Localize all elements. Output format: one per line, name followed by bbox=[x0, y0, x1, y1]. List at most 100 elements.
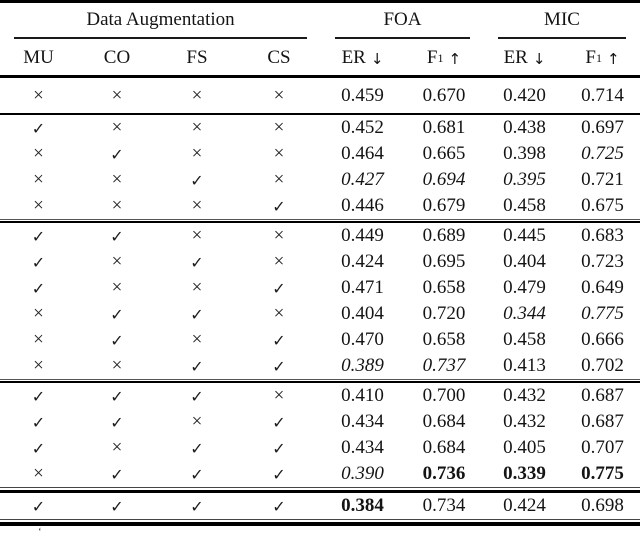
check-mark: ✓ bbox=[31, 386, 46, 406]
check-mark: ✓ bbox=[272, 196, 286, 216]
metric-value: 0.687 bbox=[581, 411, 624, 432]
cmidrule-row bbox=[0, 37, 640, 40]
table-row: × ✓ ✓ ✓ 0.390 0.736 0.339 0.775 bbox=[0, 461, 640, 487]
metric-value: 0.679 bbox=[422, 195, 466, 216]
check-mark: ✓ bbox=[31, 278, 46, 298]
check-mark: ✓ bbox=[31, 252, 46, 272]
cross-mark: × bbox=[33, 463, 44, 484]
cross-mark: × bbox=[191, 84, 203, 106]
group-header-data-augmentation: Data Augmentation bbox=[86, 9, 235, 30]
metric-value: 0.395 bbox=[503, 169, 546, 190]
check-mark: ✓ bbox=[272, 412, 286, 432]
metric-value: 0.714 bbox=[581, 84, 624, 106]
metric-value: 0.459 bbox=[341, 84, 384, 106]
metric-value: 0.413 bbox=[503, 355, 546, 376]
row-group-all-augmentations: ✓ ✓ ✓ ✓ 0.384 0.734 0.424 0.698 bbox=[0, 493, 640, 519]
metric-value: 0.658 bbox=[422, 329, 466, 350]
check-mark: ✓ bbox=[110, 412, 124, 432]
check-mark: ✓ bbox=[31, 226, 46, 246]
check-mark: ✓ bbox=[190, 496, 204, 516]
table-row: × × × × 0.459 0.670 0.420 0.714 bbox=[0, 78, 640, 113]
metric-value: 0.424 bbox=[341, 251, 384, 272]
table-row: × ✓ ✓ × 0.404 0.720 0.344 0.775 bbox=[0, 301, 640, 327]
check-mark: ✓ bbox=[110, 386, 124, 406]
metric-value: 0.734 bbox=[422, 495, 466, 516]
group-header-mic: MIC bbox=[544, 9, 580, 30]
metric-value: 0.339 bbox=[503, 463, 546, 484]
metric-value: 0.434 bbox=[341, 411, 384, 432]
check-mark: ✓ bbox=[272, 356, 286, 376]
check-mark: ✓ bbox=[190, 464, 204, 484]
cmidrule-foa bbox=[321, 37, 484, 40]
group-separator-rule bbox=[0, 219, 640, 223]
metric-value: 0.427 bbox=[341, 169, 384, 190]
metric-value: 0.405 bbox=[503, 437, 546, 458]
table-row: ✓ ✓ ✓ ✓ 0.384 0.734 0.424 0.698 bbox=[0, 493, 640, 519]
table-row: ✓ × ✓ ✓ 0.434 0.684 0.405 0.707 bbox=[0, 435, 640, 461]
table-row: × ✓ × × 0.464 0.665 0.398 0.725 bbox=[0, 141, 640, 167]
metric-value: 0.775 bbox=[581, 463, 624, 484]
check-mark: ✓ bbox=[110, 144, 124, 164]
table-row: ✓ ✓ × × 0.449 0.689 0.445 0.683 bbox=[0, 223, 640, 249]
check-mark: ✓ bbox=[31, 412, 46, 432]
footnote-mark: ‘ bbox=[38, 526, 42, 538]
check-mark: ✓ bbox=[272, 330, 286, 350]
metric-value: 0.410 bbox=[341, 385, 384, 406]
cross-mark: × bbox=[191, 411, 203, 432]
col-header-f1-mic: F 1 ↑ bbox=[585, 46, 620, 68]
metric-value: 0.479 bbox=[503, 277, 546, 298]
metric-value: 0.666 bbox=[581, 329, 624, 350]
metric-value: 0.432 bbox=[503, 385, 546, 406]
cross-mark: × bbox=[111, 355, 123, 376]
row-group-baseline: × × × × 0.459 0.670 0.420 0.714 bbox=[0, 78, 640, 113]
group-header-row: Data Augmentation FOA MIC bbox=[0, 3, 640, 37]
check-mark: ✓ bbox=[272, 438, 286, 458]
metric-value: 0.446 bbox=[341, 195, 384, 216]
row-group-double-augmentation: ✓ ✓ × × 0.449 0.689 0.445 0.683 ✓ × ✓ × 0.424 0.695 0.… bbox=[0, 223, 640, 379]
metric-value: 0.398 bbox=[503, 143, 546, 164]
check-mark: ✓ bbox=[190, 252, 204, 272]
table-row: ✓ × ✓ × 0.424 0.695 0.404 0.723 bbox=[0, 249, 640, 275]
cross-mark: × bbox=[273, 225, 285, 246]
cross-mark: × bbox=[191, 329, 203, 350]
metric-value: 0.702 bbox=[581, 355, 624, 376]
col-header-er-foa: ER ↓ bbox=[341, 46, 384, 68]
metric-value: 0.665 bbox=[422, 143, 466, 164]
metric-value: 0.670 bbox=[422, 84, 466, 106]
up-arrow-icon: ↑ bbox=[607, 49, 620, 68]
cross-mark: × bbox=[111, 195, 123, 216]
row-group-triple-augmentation: ✓ ✓ ✓ × 0.410 0.700 0.432 0.687 ✓ ✓ × ✓ 0.434 0.684 0.… bbox=[0, 383, 640, 487]
table-row: ✓ × × ✓ 0.471 0.658 0.479 0.649 bbox=[0, 275, 640, 301]
check-mark: ✓ bbox=[272, 278, 286, 298]
cross-mark: × bbox=[191, 117, 203, 138]
metric-value: 0.384 bbox=[341, 495, 384, 516]
table-row: ✓ ✓ ✓ × 0.410 0.700 0.432 0.687 bbox=[0, 383, 640, 409]
check-mark: ✓ bbox=[190, 386, 204, 406]
metric-value: 0.721 bbox=[581, 169, 624, 190]
cross-mark: × bbox=[273, 303, 285, 324]
table-row: × × ✓ × 0.427 0.694 0.395 0.721 bbox=[0, 167, 640, 193]
metric-value: 0.445 bbox=[503, 225, 546, 246]
check-mark: ✓ bbox=[110, 496, 124, 516]
group-header-foa: FOA bbox=[383, 9, 422, 30]
metric-value: 0.344 bbox=[503, 303, 546, 324]
cross-mark: × bbox=[111, 437, 123, 458]
check-mark: ✓ bbox=[190, 304, 204, 324]
metric-value: 0.689 bbox=[422, 225, 466, 246]
metric-value: 0.707 bbox=[581, 437, 624, 458]
metric-value: 0.720 bbox=[422, 303, 466, 324]
metric-value: 0.681 bbox=[422, 117, 466, 138]
cross-mark: × bbox=[273, 169, 285, 190]
metric-value: 0.694 bbox=[422, 169, 466, 190]
column-header-row: MU CO FS CS ER ↓ F 1 ↑ ER ↓ F 1 ↑ bbox=[0, 40, 640, 75]
metric-value: 0.675 bbox=[581, 195, 624, 216]
metric-value: 0.471 bbox=[341, 277, 384, 298]
metric-value: 0.470 bbox=[341, 329, 384, 350]
group-separator-rule bbox=[0, 379, 640, 383]
check-mark: ✓ bbox=[110, 330, 124, 350]
check-mark: ✓ bbox=[110, 304, 124, 324]
metric-value: 0.432 bbox=[503, 411, 546, 432]
cross-mark: × bbox=[111, 277, 123, 298]
cross-mark: × bbox=[273, 117, 285, 138]
metric-value: 0.683 bbox=[581, 225, 624, 246]
